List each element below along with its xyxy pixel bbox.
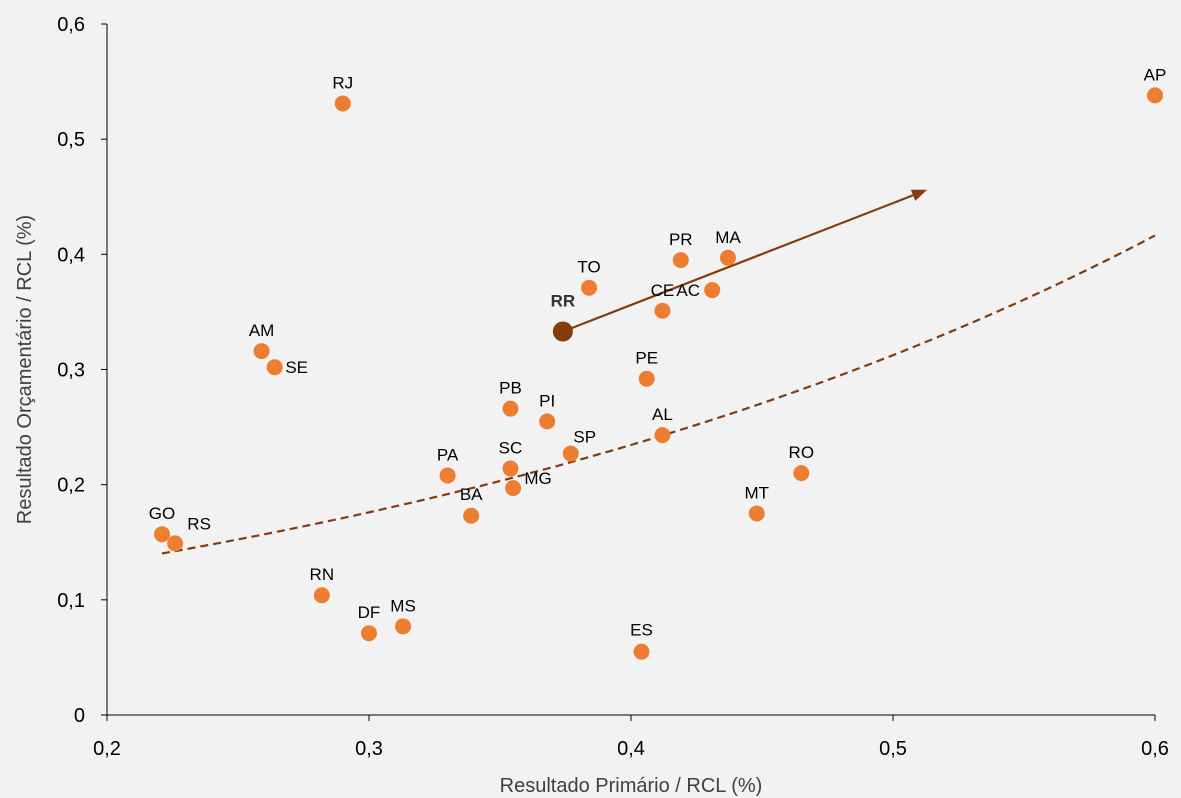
point-ap bbox=[1147, 87, 1163, 104]
point-label-rj: RJ bbox=[332, 73, 353, 92]
point-label-pe: PE bbox=[635, 349, 658, 368]
point-label-ms: MS bbox=[390, 596, 416, 615]
y-ticks: 0 0,1 0,2 0,3 0,4 0,5 0,6 bbox=[57, 14, 107, 727]
point-es bbox=[633, 643, 650, 660]
point-pe bbox=[638, 370, 655, 387]
point-label-pb: PB bbox=[499, 379, 522, 398]
x-axis-title: Resultado Primário / RCL (%) bbox=[500, 775, 763, 797]
point-ma bbox=[719, 249, 736, 266]
point-label-ba: BA bbox=[460, 485, 483, 504]
point-pi bbox=[539, 413, 556, 430]
y-tick-label: 0,5 bbox=[57, 129, 85, 151]
point-rn bbox=[313, 587, 330, 604]
point-to bbox=[581, 279, 598, 296]
point-label-to: TO bbox=[577, 258, 600, 277]
point-ro bbox=[793, 465, 810, 482]
point-df bbox=[361, 625, 377, 642]
point-label-ap: AP bbox=[1144, 65, 1167, 84]
x-tick-label: 0,2 bbox=[93, 738, 121, 760]
point-label-al: AL bbox=[652, 405, 673, 424]
point-label-ma: MA bbox=[715, 228, 741, 247]
point-sp bbox=[562, 445, 579, 462]
point-label-rn: RN bbox=[310, 565, 335, 584]
arrow-shaft bbox=[562, 194, 914, 333]
y-tick-label: 0,1 bbox=[57, 590, 85, 612]
point-label-ro: RO bbox=[789, 443, 815, 462]
point-ms bbox=[395, 618, 412, 635]
y-axis-title: Resultado Orçamentário / RCL (%) bbox=[14, 215, 36, 524]
point-label-pi: PI bbox=[539, 391, 555, 410]
point-label-rs: RS bbox=[187, 514, 211, 533]
point-label-rr: RR bbox=[551, 291, 576, 310]
x-tick-label: 0,6 bbox=[1141, 738, 1169, 760]
point-ce bbox=[654, 302, 671, 319]
x-tick-label: 0,5 bbox=[879, 738, 907, 760]
y-tick-label: 0,2 bbox=[57, 475, 85, 497]
data-points bbox=[154, 87, 1163, 660]
point-label-pa: PA bbox=[437, 445, 459, 464]
axes bbox=[106, 24, 1155, 716]
y-tick-label: 0,6 bbox=[57, 14, 85, 36]
point-al bbox=[654, 427, 671, 444]
y-tick-label: 0,4 bbox=[57, 244, 85, 266]
point-rr-highlight bbox=[552, 321, 573, 342]
x-tick-label: 0,3 bbox=[355, 738, 383, 760]
point-rs bbox=[167, 535, 184, 552]
point-ac bbox=[704, 282, 721, 299]
y-tick-label: 0 bbox=[74, 705, 85, 727]
point-ba bbox=[463, 507, 480, 524]
point-label-mt: MT bbox=[744, 483, 769, 502]
point-label-sc: SC bbox=[499, 439, 523, 458]
point-label-pr: PR bbox=[669, 230, 693, 249]
y-tick-label: 0,3 bbox=[57, 360, 85, 382]
point-label-es: ES bbox=[630, 621, 653, 640]
point-go bbox=[154, 526, 171, 543]
point-pa bbox=[439, 467, 456, 484]
point-label-am: AM bbox=[249, 321, 275, 340]
point-mt bbox=[748, 505, 765, 522]
point-mg bbox=[505, 480, 522, 497]
point-se bbox=[266, 359, 283, 376]
x-tick-label: 0,4 bbox=[617, 738, 645, 760]
arrow-head bbox=[910, 189, 928, 201]
point-label-ac: AC bbox=[676, 281, 700, 300]
x-ticks: 0,2 0,3 0,4 0,5 0,6 bbox=[93, 715, 1169, 760]
point-label-ce: CE bbox=[651, 281, 675, 300]
point-label-go: GO bbox=[149, 504, 175, 523]
point-am bbox=[253, 343, 270, 360]
point-sc bbox=[502, 460, 519, 477]
point-pr bbox=[672, 252, 689, 269]
point-label-se: SE bbox=[285, 358, 308, 377]
arrow bbox=[562, 189, 928, 333]
point-rj bbox=[334, 95, 351, 112]
point-label-df: DF bbox=[358, 603, 381, 622]
point-label-mg: MG bbox=[524, 469, 551, 488]
point-pb bbox=[502, 400, 519, 417]
point-label-sp: SP bbox=[573, 428, 596, 447]
